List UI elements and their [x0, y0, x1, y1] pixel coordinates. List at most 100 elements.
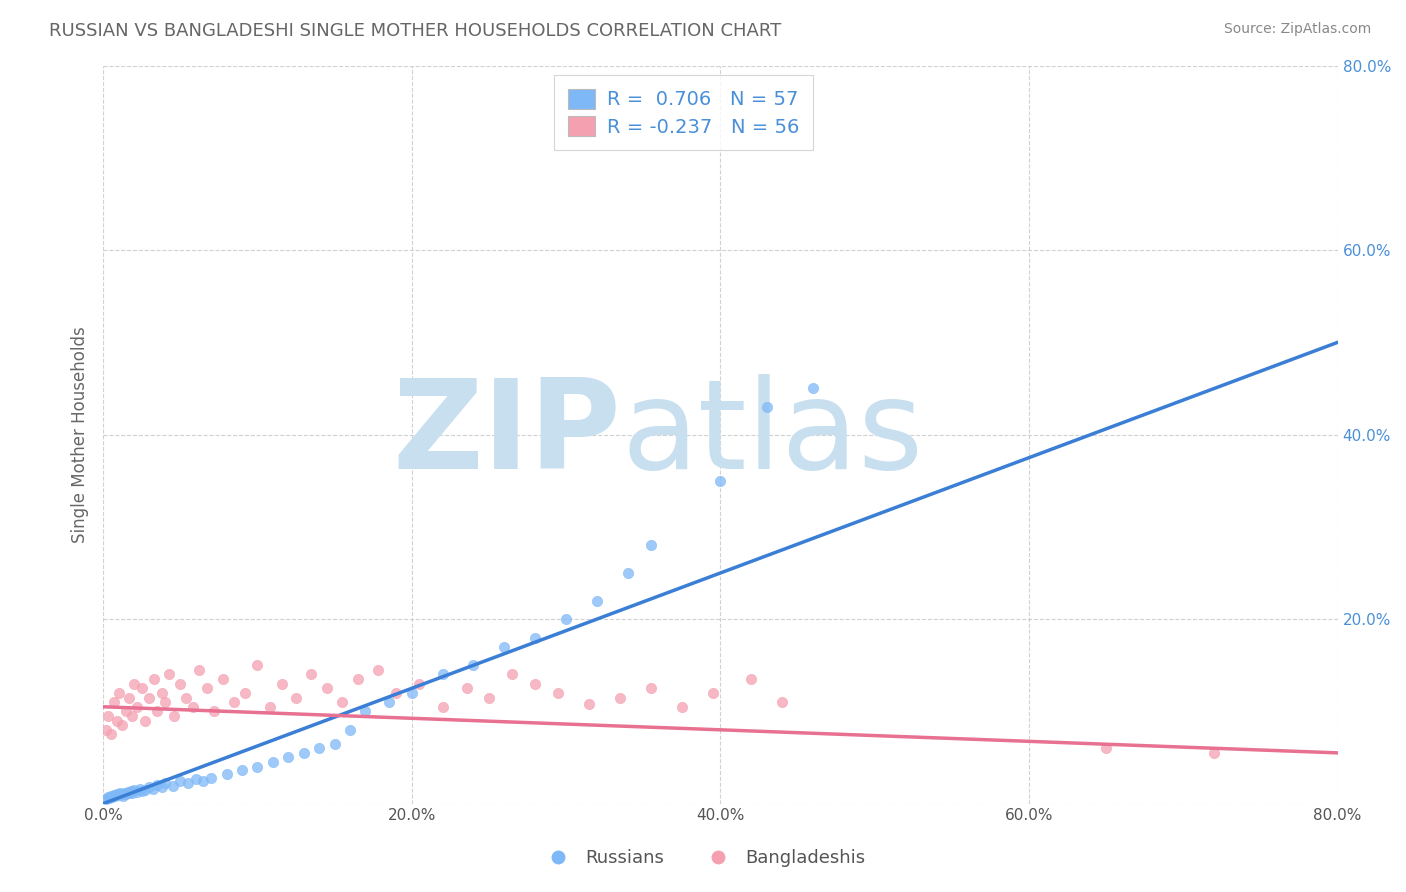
- Point: [131, 783, 153, 797]
- Point: [187, 663, 209, 677]
- Point: [671, 699, 693, 714]
- Point: [100, 727, 122, 741]
- Point: [103, 695, 125, 709]
- Point: [176, 690, 198, 705]
- Point: [143, 672, 166, 686]
- Point: [120, 783, 142, 797]
- Point: [432, 667, 454, 681]
- Point: [111, 718, 134, 732]
- Point: [107, 789, 129, 803]
- Point: [105, 714, 128, 728]
- Point: [195, 681, 218, 696]
- Point: [770, 695, 793, 709]
- Point: [702, 686, 724, 700]
- Point: [114, 786, 136, 800]
- Point: [315, 681, 337, 696]
- Point: [202, 704, 225, 718]
- Point: [215, 767, 238, 781]
- Point: [169, 773, 191, 788]
- Point: [100, 789, 122, 804]
- Point: [740, 672, 762, 686]
- Point: [501, 667, 523, 681]
- Text: RUSSIAN VS BANGLADESHI SINGLE MOTHER HOUSEHOLDS CORRELATION CHART: RUSSIAN VS BANGLADESHI SINGLE MOTHER HOU…: [49, 22, 782, 40]
- Point: [131, 681, 153, 696]
- Point: [640, 538, 662, 552]
- Point: [401, 686, 423, 700]
- Point: [107, 686, 129, 700]
- Point: [101, 790, 124, 805]
- Point: [181, 699, 204, 714]
- Point: [586, 593, 609, 607]
- Point: [755, 400, 778, 414]
- Point: [709, 474, 731, 488]
- Point: [162, 779, 184, 793]
- Point: [138, 780, 160, 794]
- Point: [96, 723, 118, 737]
- Text: atlas: atlas: [621, 374, 924, 495]
- Point: [146, 704, 169, 718]
- Point: [578, 697, 600, 711]
- Point: [801, 382, 824, 396]
- Point: [292, 746, 315, 760]
- Point: [494, 640, 516, 654]
- Point: [122, 782, 145, 797]
- Point: [524, 676, 547, 690]
- Point: [246, 658, 269, 673]
- Point: [121, 709, 143, 723]
- Point: [277, 750, 299, 764]
- Point: [163, 709, 186, 723]
- Point: [233, 686, 256, 700]
- Point: [118, 690, 141, 705]
- Point: [231, 764, 253, 778]
- Point: [385, 686, 408, 700]
- Legend: Russians, Bangladeshis: Russians, Bangladeshis: [533, 842, 873, 874]
- Point: [125, 784, 148, 798]
- Point: [98, 791, 121, 805]
- Point: [153, 695, 176, 709]
- Point: [177, 776, 200, 790]
- Point: [262, 755, 284, 769]
- Point: [108, 787, 131, 801]
- Point: [112, 789, 135, 804]
- Point: [555, 612, 578, 626]
- Point: [377, 695, 399, 709]
- Point: [150, 780, 173, 794]
- Point: [97, 709, 120, 723]
- Text: ZIP: ZIP: [392, 374, 621, 495]
- Point: [271, 676, 294, 690]
- Legend: R =  0.706   N = 57, R = -0.237   N = 56: R = 0.706 N = 57, R = -0.237 N = 56: [554, 75, 813, 151]
- Point: [246, 760, 269, 774]
- Point: [104, 789, 127, 804]
- Point: [308, 741, 330, 756]
- Point: [200, 771, 222, 785]
- Point: [159, 667, 181, 681]
- Point: [118, 787, 141, 801]
- Point: [122, 676, 145, 690]
- Point: [323, 737, 346, 751]
- Point: [111, 788, 134, 802]
- Point: [129, 781, 152, 796]
- Point: [150, 686, 173, 700]
- Point: [224, 695, 246, 709]
- Point: [1095, 741, 1118, 756]
- Point: [193, 773, 215, 788]
- Point: [138, 690, 160, 705]
- Point: [408, 676, 430, 690]
- Point: [478, 690, 501, 705]
- Point: [1204, 746, 1226, 760]
- Point: [103, 789, 125, 803]
- Point: [184, 772, 207, 786]
- Point: [169, 676, 191, 690]
- Point: [125, 699, 148, 714]
- Point: [97, 790, 120, 805]
- Point: [609, 690, 631, 705]
- Point: [547, 686, 569, 700]
- Point: [115, 704, 138, 718]
- Point: [259, 699, 281, 714]
- Point: [153, 776, 176, 790]
- Point: [330, 695, 353, 709]
- Point: [354, 704, 377, 718]
- Point: [463, 658, 485, 673]
- Point: [96, 792, 118, 806]
- Point: [121, 786, 143, 800]
